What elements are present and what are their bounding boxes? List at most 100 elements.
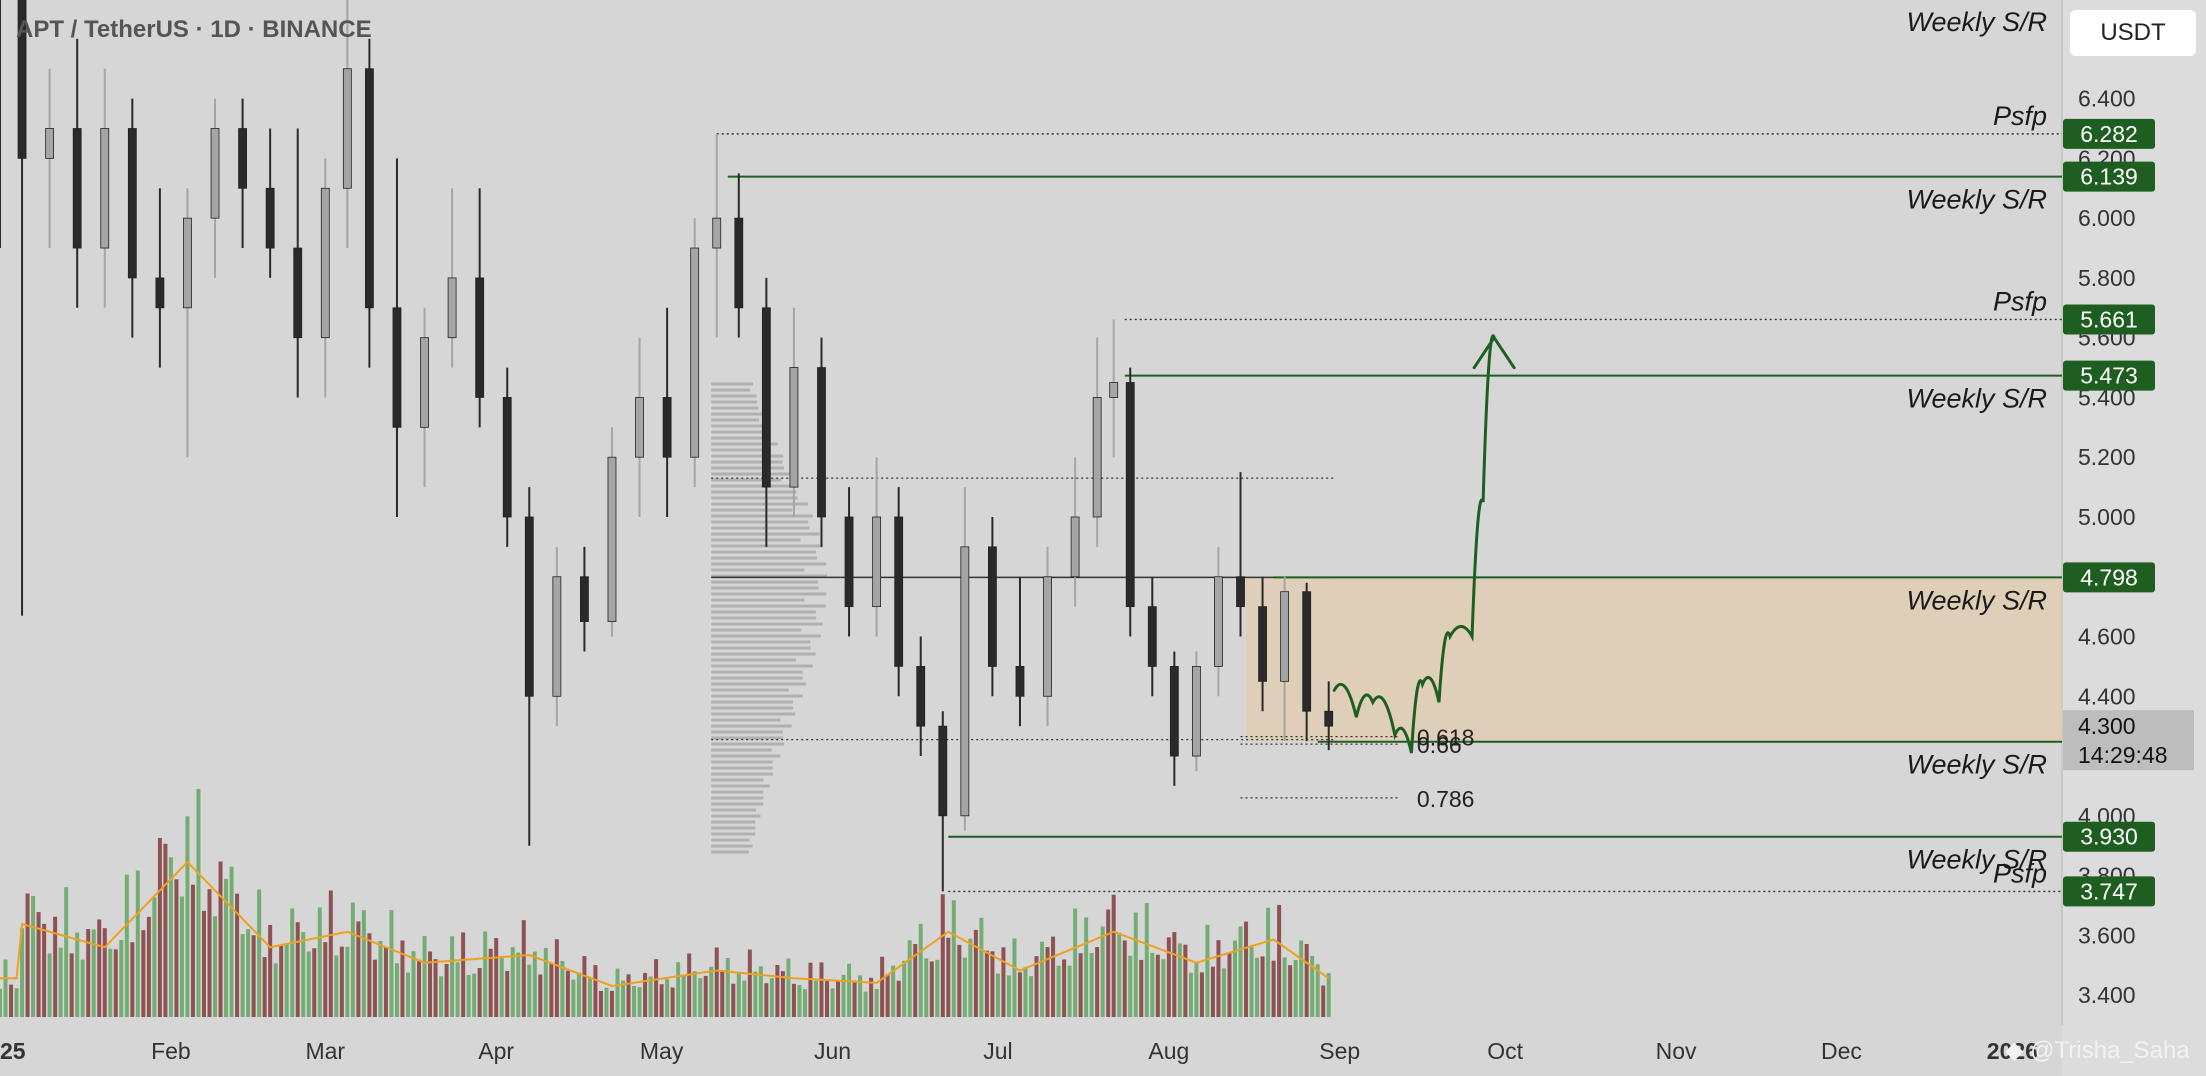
volume-profile-bar (711, 760, 773, 764)
volume-bar (1034, 956, 1039, 1017)
volume-bar (643, 972, 648, 1017)
volume-bar (775, 964, 780, 1017)
volume-bar (1006, 975, 1011, 1017)
volume-bar (786, 958, 791, 1017)
level-price-tag (2063, 876, 2155, 907)
volume-profile-bar (711, 730, 783, 734)
time-tick-label: Sep (1319, 1038, 1360, 1064)
price-tick-label: 6.400 (2078, 86, 2136, 112)
volume-bar (86, 928, 91, 1017)
volume-bar (549, 962, 554, 1017)
volume-bar (527, 964, 532, 1017)
volume-bar (753, 971, 758, 1017)
volume-bar (1221, 968, 1226, 1017)
volume-bar (163, 843, 168, 1017)
candle-body (734, 217, 744, 309)
volume-bar (179, 896, 184, 1017)
volume-profile-bar (711, 550, 817, 554)
volume-bar (1017, 972, 1022, 1017)
time-axis-group[interactable]: 2025 Feb Mar Apr May Jun Jul Aug Sep Oct Nov Dec 202… (0, 1025, 2062, 1076)
candle-body (916, 665, 926, 727)
volume-bar (869, 977, 874, 1017)
candle-body (817, 367, 826, 518)
volume-bar (317, 907, 322, 1017)
volume-bar (53, 916, 58, 1017)
volume-bar (108, 948, 113, 1017)
volume-bar (582, 956, 587, 1017)
volume-bar (417, 959, 422, 1017)
volume-profile-bar (711, 772, 774, 776)
volume-profile-bar (711, 400, 758, 404)
volume-bar (246, 929, 251, 1017)
volume-bar (1095, 947, 1100, 1017)
volume-bar (472, 973, 477, 1017)
volume-bar (1277, 904, 1282, 1017)
volume-bar (742, 980, 747, 1017)
volume-bar (847, 963, 852, 1017)
current-price-box (2063, 710, 2194, 771)
volume-bar (532, 951, 537, 1017)
volume-bar (1216, 940, 1221, 1017)
price-axis-group[interactable]: 6.4006.2006.0005.8005.6005.4005.2005.000… (2063, 86, 2194, 1009)
volume-bar (328, 890, 333, 1017)
volume-bar (356, 921, 361, 1017)
volume-bar (665, 979, 670, 1017)
volume-bar (1249, 947, 1254, 1017)
volume-profile-bar (711, 502, 808, 506)
projection-arrowhead (1472, 334, 1516, 370)
volume-profile-bar (711, 736, 783, 740)
volume-bar (323, 942, 328, 1017)
volume-bar (422, 935, 427, 1017)
volume-profile-bar (711, 580, 819, 584)
volume-bar (571, 979, 576, 1017)
volume-bar (902, 960, 907, 1017)
volume-bar (64, 887, 69, 1017)
volume-bar (31, 895, 36, 1017)
volume-bar (97, 919, 102, 1017)
volume-bar (929, 961, 934, 1017)
level-price-label: 3.747 (2080, 878, 2138, 904)
volume-profile-bar (711, 706, 794, 710)
volume-bar (1266, 907, 1271, 1017)
price-tick-label: 4.400 (2078, 683, 2136, 709)
demand-zone-group (1246, 577, 2062, 742)
volume-bar (703, 975, 708, 1017)
chart-title: APT / TetherUS · 1D · BINANCE (16, 16, 372, 43)
volume-bar (615, 968, 620, 1017)
price-tick-label: 6.000 (2078, 205, 2136, 231)
volume-profile-bar (711, 724, 792, 728)
volume-profile-bar (711, 616, 817, 620)
volume-bar (880, 956, 885, 1017)
volume-profile-bar (711, 646, 811, 650)
volume-bar (913, 943, 918, 1017)
candle-body (364, 68, 374, 309)
volume-bar (1304, 943, 1309, 1017)
volume-bar (494, 938, 499, 1017)
volume-bar (1161, 959, 1166, 1017)
volume-bar (990, 951, 995, 1017)
volume-bar (791, 983, 796, 1017)
level-price-tag (2063, 562, 2155, 593)
volume-bar (802, 989, 807, 1017)
volume-bar (1106, 909, 1111, 1017)
volume-profile-bar (711, 466, 784, 470)
candle-body (844, 516, 854, 608)
candle-body (392, 307, 402, 428)
volume-bar (764, 983, 769, 1017)
volume-bar (1067, 965, 1072, 1017)
volume-bar (1078, 953, 1083, 1017)
volume-bar (995, 973, 1000, 1017)
candle-body (524, 516, 534, 697)
volume-profile-bar (711, 664, 813, 668)
volume-bar (1122, 940, 1127, 1017)
volume-bar (852, 980, 857, 1017)
volume-bar (405, 972, 410, 1017)
chart-background (0, 0, 2062, 1025)
volume-profile-bar (711, 388, 751, 392)
volume-bar (1299, 940, 1304, 1017)
volume-bar (1089, 952, 1094, 1017)
volume-bar (301, 932, 306, 1017)
volume-profile-bar (711, 454, 784, 458)
currency-button[interactable]: USDT (2070, 10, 2196, 56)
